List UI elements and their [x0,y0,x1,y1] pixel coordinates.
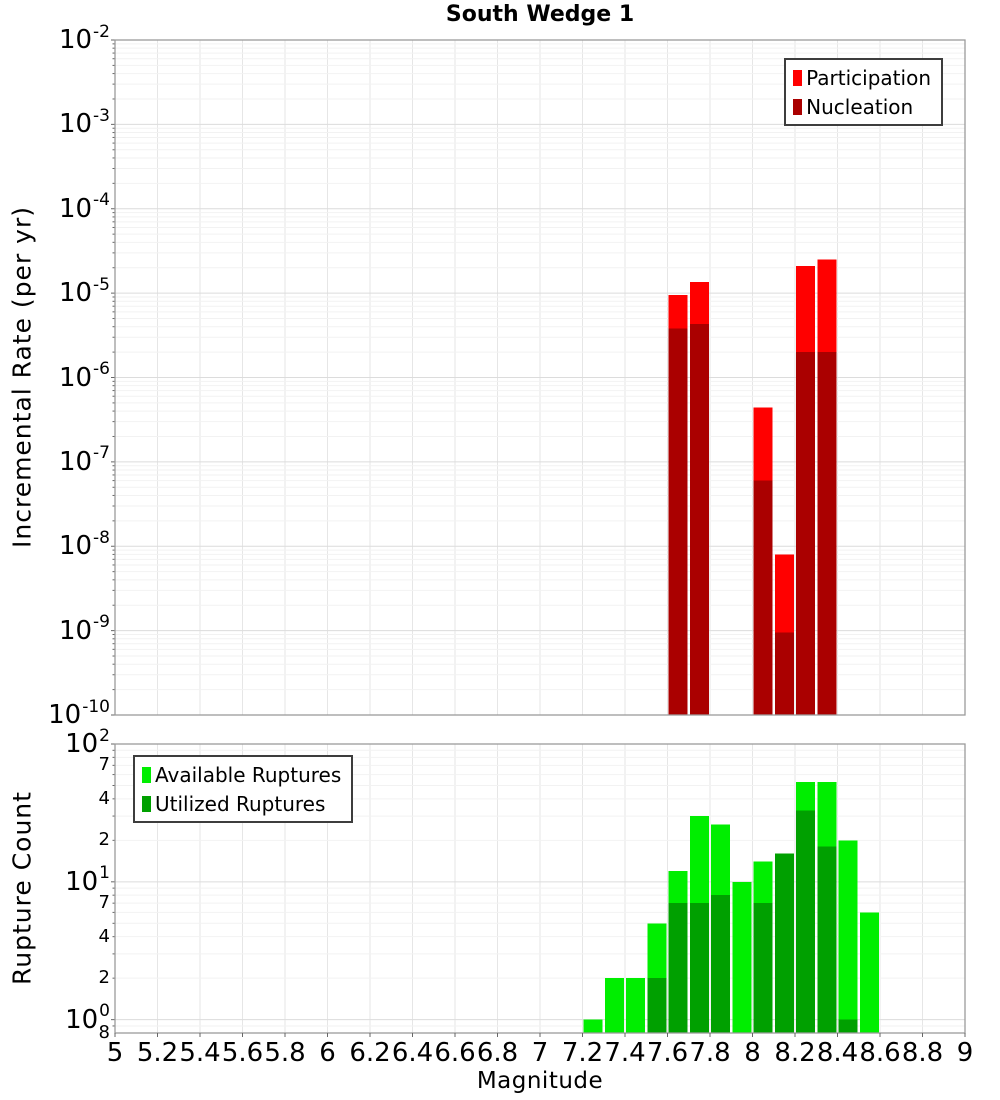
bar-available-ruptures-m8.55 [859,912,879,1033]
x-tick-label: 7.8 [689,1038,731,1068]
x-tick-label: 9 [956,1038,974,1068]
bar-utilized-ruptures-m8.25 [796,810,816,1033]
x-tick-label: 5.4 [179,1038,221,1068]
legend-item: Nucleation [793,92,931,121]
participation-swatch-icon [793,69,803,86]
y-minor-tick-label: 2 [98,829,110,851]
x-tick-label: 5.8 [264,1038,306,1068]
bar-nucleation-m8.35 [817,352,837,715]
bar-utilized-ruptures-m7.55 [647,978,667,1033]
y-tick-label: 10 -5 [58,274,110,309]
bar-available-ruptures-m8.45 [838,840,858,1033]
y-tick-label: 10 -10 [48,696,110,730]
y-minor-tick-label: 4 [98,925,110,947]
x-tick-label: 7.6 [646,1038,689,1068]
y-tick-label: 10 -7 [58,443,110,477]
top-legend: Participation Nucleation [784,58,943,126]
legend-label: Available Ruptures [155,762,342,787]
x-tick-label: 8 [744,1038,761,1068]
chart-title: South Wedge 1 [445,2,635,27]
bar-available-ruptures-m7.35 [604,978,624,1033]
bar-utilized-ruptures-m8.35 [817,846,837,1033]
y-tick-label: 10 -6 [58,359,110,393]
y-minor-tick-label: 2 [98,967,110,989]
x-tick-label: 8.4 [816,1038,859,1068]
bar-nucleation-m8.25 [796,352,816,715]
x-tick-label: 8.2 [774,1038,816,1068]
x-tick-label: 6.2 [349,1038,391,1068]
bar-nucleation-m7.65 [668,328,688,715]
bar-nucleation-m8.05 [753,480,773,715]
bar-nucleation-m8.15 [774,632,794,715]
y-tick-label: 10 -8 [58,527,110,562]
y-tick-label: 10 2 [65,725,110,759]
bottom-legend: Available Ruptures Utilized Ruptures [133,755,354,823]
bar-available-ruptures-m7.95 [732,881,752,1033]
bar-utilized-ruptures-m7.85 [711,895,731,1033]
nucleation-swatch-icon [793,98,803,115]
utilized-ruptures-swatch-icon [142,795,151,812]
bar-utilized-ruptures-m8.15 [774,853,794,1033]
y-minor-tick-label: 7 [98,754,110,776]
y-tick-label: 10 0 [65,1001,110,1035]
legend-label: Nucleation [806,94,914,119]
available-ruptures-swatch-icon [142,766,151,783]
y-minor-tick-label: 8 [98,1022,110,1043]
x-tick-label: 6.8 [476,1038,519,1068]
y-tick-label: 10 -4 [58,190,110,224]
legend-item: Utilized Ruptures [142,789,341,818]
bar-nucleation-m7.75 [689,324,709,715]
bar-utilized-ruptures-m7.65 [668,903,688,1033]
bar-available-ruptures-m7.25 [583,1019,603,1033]
x-tick-label: 6.4 [391,1038,434,1068]
y-tick-label: 10 1 [65,863,110,897]
legend-item: Available Ruptures [142,760,341,789]
bar-utilized-ruptures-m8.05 [753,903,773,1033]
y-tick-label: 10 -2 [58,21,110,55]
x-tick-label: 8.8 [901,1038,944,1068]
legend-label: Participation [806,65,931,90]
bar-utilized-ruptures-m8.45 [838,1019,858,1033]
x-tick-label: 5.2 [136,1038,179,1068]
bottom-plot-area [111,743,966,1034]
legend-label: Utilized Ruptures [155,791,326,816]
x-tick-label: 7.2 [561,1038,604,1068]
bar-utilized-ruptures-m7.75 [689,903,709,1033]
x-tick-label: 5 [106,1038,124,1068]
x-tick-label: 8.6 [859,1038,901,1068]
y-minor-tick-label: 7 [98,892,110,914]
x-tick-label: 7 [531,1038,549,1068]
x-axis-title: Magnitude [476,1068,604,1094]
x-tick-label: 5.6 [221,1038,264,1068]
y-tick-label: 10 -9 [58,612,110,646]
bar-available-ruptures-m7.45 [626,978,646,1033]
y-minor-tick-label: 4 [98,787,110,809]
y-tick-label: 10 -3 [58,105,110,140]
x-tick-label: 6.6 [434,1038,476,1068]
top-plot-area [111,39,966,716]
x-tick-label: 7.4 [604,1038,646,1068]
legend-item: Participation [793,63,931,92]
x-tick-label: 6 [319,1038,336,1068]
